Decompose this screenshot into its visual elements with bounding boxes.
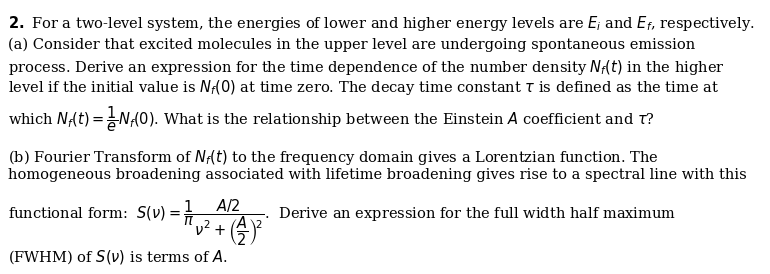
Text: (FWHM) of $S(\nu)$ is terms of $A$.: (FWHM) of $S(\nu)$ is terms of $A$. xyxy=(8,248,228,266)
Text: homogeneous broadening associated with lifetime broadening gives rise to a spect: homogeneous broadening associated with l… xyxy=(8,168,747,182)
Text: level if the initial value is $N_f(0)$ at time zero. The decay time constant $\t: level if the initial value is $N_f(0)$ a… xyxy=(8,78,719,97)
Text: (a) Consider that excited molecules in the upper level are undergoing spontaneou: (a) Consider that excited molecules in t… xyxy=(8,38,695,52)
Text: functional form:  $S(\nu) = \dfrac{1}{\pi}\dfrac{\;A/2\;}{\nu^2+\left(\dfrac{A}{: functional form: $S(\nu) = \dfrac{1}{\pi… xyxy=(8,198,676,248)
Text: $\mathbf{2.}$ For a two-level system, the energies of lower and higher energy le: $\mathbf{2.}$ For a two-level system, th… xyxy=(8,14,755,33)
Text: (b) Fourier Transform of $N_f(t)$ to the frequency domain gives a Lorentzian fun: (b) Fourier Transform of $N_f(t)$ to the… xyxy=(8,148,658,167)
Text: which $N_f(t) = \dfrac{1}{e} N_f(0)$. What is the relationship between the Einst: which $N_f(t) = \dfrac{1}{e} N_f(0)$. Wh… xyxy=(8,104,654,133)
Text: process. Derive an expression for the time dependence of the number density $N_f: process. Derive an expression for the ti… xyxy=(8,58,725,77)
